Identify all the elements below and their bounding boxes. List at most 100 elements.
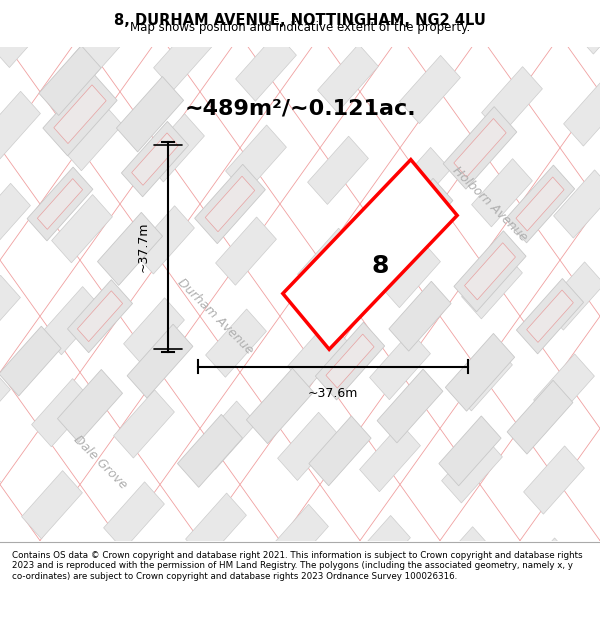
Polygon shape bbox=[516, 177, 564, 231]
Polygon shape bbox=[194, 164, 265, 244]
Polygon shape bbox=[127, 324, 193, 398]
Polygon shape bbox=[11, 562, 73, 625]
Text: ~37.6m: ~37.6m bbox=[308, 387, 358, 400]
Polygon shape bbox=[143, 114, 205, 182]
Polygon shape bbox=[328, 0, 388, 21]
Polygon shape bbox=[154, 22, 214, 90]
Polygon shape bbox=[58, 369, 122, 442]
Polygon shape bbox=[317, 44, 379, 112]
Polygon shape bbox=[268, 504, 328, 572]
Polygon shape bbox=[544, 262, 600, 330]
Text: ~37.7m: ~37.7m bbox=[137, 222, 150, 272]
Polygon shape bbox=[445, 333, 515, 411]
Polygon shape bbox=[298, 228, 358, 296]
Polygon shape bbox=[0, 0, 50, 68]
Polygon shape bbox=[442, 434, 502, 503]
Polygon shape bbox=[491, 0, 553, 43]
Polygon shape bbox=[443, 107, 517, 189]
Text: 8, DURHAM AVENUE, NOTTINGHAM, NG2 4LU: 8, DURHAM AVENUE, NOTTINGHAM, NG2 4LU bbox=[114, 13, 486, 28]
Text: Dale Grove: Dale Grove bbox=[71, 432, 130, 491]
Polygon shape bbox=[387, 178, 453, 252]
Polygon shape bbox=[380, 239, 440, 308]
Polygon shape bbox=[71, 11, 133, 79]
Polygon shape bbox=[247, 368, 314, 444]
Polygon shape bbox=[206, 309, 266, 378]
Polygon shape bbox=[397, 190, 443, 241]
Polygon shape bbox=[517, 279, 584, 354]
Polygon shape bbox=[359, 424, 421, 492]
Polygon shape bbox=[52, 194, 112, 262]
Polygon shape bbox=[316, 322, 385, 400]
Polygon shape bbox=[454, 119, 506, 178]
Polygon shape bbox=[472, 159, 532, 227]
Polygon shape bbox=[116, 76, 184, 152]
Polygon shape bbox=[461, 251, 523, 319]
Polygon shape bbox=[134, 206, 194, 274]
Polygon shape bbox=[124, 298, 184, 366]
Polygon shape bbox=[554, 170, 600, 238]
Polygon shape bbox=[340, 608, 400, 625]
Polygon shape bbox=[39, 46, 101, 116]
Polygon shape bbox=[0, 276, 20, 344]
Polygon shape bbox=[131, 133, 178, 185]
Polygon shape bbox=[533, 354, 595, 422]
Polygon shape bbox=[439, 416, 501, 486]
Polygon shape bbox=[226, 125, 286, 193]
Polygon shape bbox=[278, 412, 338, 481]
Polygon shape bbox=[94, 574, 154, 625]
Polygon shape bbox=[507, 380, 573, 454]
Polygon shape bbox=[527, 290, 574, 342]
Polygon shape bbox=[245, 0, 307, 9]
Polygon shape bbox=[43, 72, 117, 156]
Polygon shape bbox=[309, 416, 371, 486]
Polygon shape bbox=[77, 291, 122, 342]
Polygon shape bbox=[97, 213, 163, 286]
Polygon shape bbox=[377, 369, 443, 443]
Polygon shape bbox=[596, 549, 600, 618]
Text: 8: 8 bbox=[371, 254, 389, 278]
Polygon shape bbox=[236, 33, 296, 101]
Polygon shape bbox=[0, 326, 61, 396]
Polygon shape bbox=[389, 148, 451, 216]
Polygon shape bbox=[0, 368, 10, 436]
Polygon shape bbox=[505, 165, 575, 243]
Polygon shape bbox=[287, 320, 349, 389]
Polygon shape bbox=[22, 471, 82, 539]
Text: ~489m²/~0.121ac.: ~489m²/~0.121ac. bbox=[184, 99, 416, 119]
Polygon shape bbox=[196, 401, 256, 469]
Polygon shape bbox=[67, 280, 133, 352]
Text: Holborn Avenue: Holborn Avenue bbox=[450, 164, 530, 244]
Polygon shape bbox=[205, 176, 255, 232]
Polygon shape bbox=[104, 482, 164, 550]
Polygon shape bbox=[482, 67, 542, 135]
Polygon shape bbox=[121, 121, 188, 197]
Polygon shape bbox=[62, 102, 122, 171]
Polygon shape bbox=[0, 183, 31, 252]
Polygon shape bbox=[176, 585, 236, 625]
Polygon shape bbox=[454, 231, 526, 312]
Polygon shape bbox=[215, 217, 277, 285]
Polygon shape bbox=[350, 516, 410, 584]
Polygon shape bbox=[410, 0, 470, 32]
Polygon shape bbox=[514, 538, 574, 606]
Polygon shape bbox=[464, 242, 515, 300]
Polygon shape bbox=[54, 85, 106, 144]
Polygon shape bbox=[389, 281, 451, 351]
Polygon shape bbox=[178, 414, 242, 488]
Polygon shape bbox=[41, 286, 103, 355]
Text: Contains OS data © Crown copyright and database right 2021. This information is : Contains OS data © Crown copyright and d… bbox=[12, 551, 583, 581]
Polygon shape bbox=[431, 527, 493, 595]
Polygon shape bbox=[32, 379, 92, 447]
Polygon shape bbox=[308, 136, 368, 204]
Polygon shape bbox=[370, 331, 430, 400]
Polygon shape bbox=[326, 334, 374, 388]
Polygon shape bbox=[524, 446, 584, 514]
Polygon shape bbox=[185, 493, 247, 561]
Polygon shape bbox=[257, 596, 319, 625]
Polygon shape bbox=[452, 342, 512, 411]
Text: Durham Avenue: Durham Avenue bbox=[175, 276, 256, 357]
Polygon shape bbox=[400, 56, 460, 124]
Polygon shape bbox=[574, 0, 600, 54]
Polygon shape bbox=[27, 167, 93, 241]
Polygon shape bbox=[113, 390, 175, 458]
